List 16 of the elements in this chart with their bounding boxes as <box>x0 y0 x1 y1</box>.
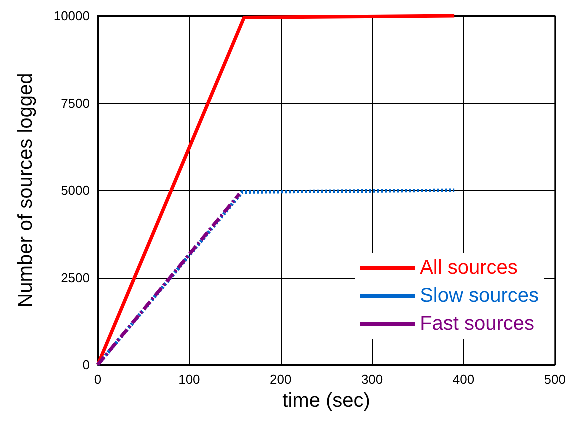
legend-label: All sources <box>420 257 518 279</box>
y-tick-label: 5000 <box>61 183 90 198</box>
x-tick-label: 400 <box>452 372 475 387</box>
x-tick-label: 300 <box>361 372 384 387</box>
legend-label: Fast sources <box>420 313 535 335</box>
x-tick-label: 200 <box>270 372 292 387</box>
y-tick-label: 7500 <box>61 96 90 111</box>
legend-label: Slow sources <box>420 285 539 307</box>
y-axis-title: Number of sources logged <box>15 73 37 308</box>
x-tick-label: 0 <box>94 372 102 387</box>
y-tick-label: 2500 <box>61 270 90 286</box>
y-tick-label: 0 <box>82 358 90 372</box>
x-tick-label: 100 <box>178 372 200 387</box>
y-tick-label: 10000 <box>54 8 90 24</box>
x-tick-label: 500 <box>544 372 566 387</box>
x-axis-title: time (sec) <box>282 390 370 412</box>
